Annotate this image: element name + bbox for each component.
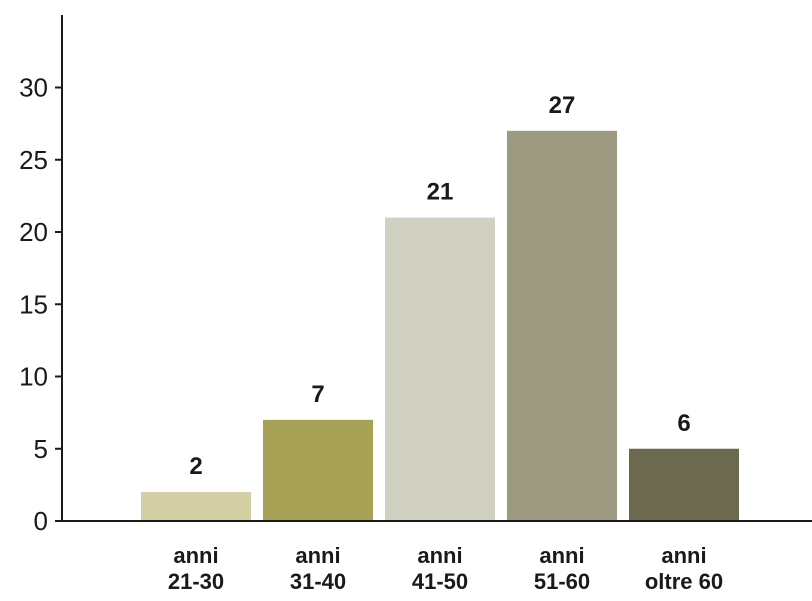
category-label: anni 21-30 [168, 543, 224, 594]
bar [629, 448, 739, 521]
y-tick-label: 0 [34, 506, 48, 536]
bar [385, 217, 495, 522]
bar-value-label: 7 [311, 381, 324, 408]
y-tick-label: 10 [19, 362, 48, 392]
y-tick-label: 5 [34, 434, 48, 464]
y-tick-label: 15 [19, 289, 48, 319]
bar-value-label: 27 [549, 92, 576, 119]
category-label: anni oltre 60 [645, 543, 723, 594]
category-label: anni 41-50 [412, 543, 468, 594]
bar [141, 492, 251, 521]
bars [141, 130, 739, 522]
category-label: anni 51-60 [534, 543, 590, 594]
bar-value-label: 21 [427, 179, 454, 206]
y-tick-label: 20 [19, 217, 48, 247]
y-tick-label: 25 [19, 145, 48, 175]
bar-value-label: 2 [189, 453, 202, 480]
y-axis-ticks: 0 5 10 15 20 25 30 [19, 73, 62, 536]
bar-value-label: 6 [677, 410, 690, 437]
category-labels: anni 21-30 anni 31-40 anni 41-50 anni 51-60 anni… [168, 543, 723, 594]
category-label: anni 31-40 [290, 543, 346, 594]
bar [507, 130, 617, 521]
y-tick-label: 30 [19, 73, 48, 103]
bar [263, 419, 373, 521]
